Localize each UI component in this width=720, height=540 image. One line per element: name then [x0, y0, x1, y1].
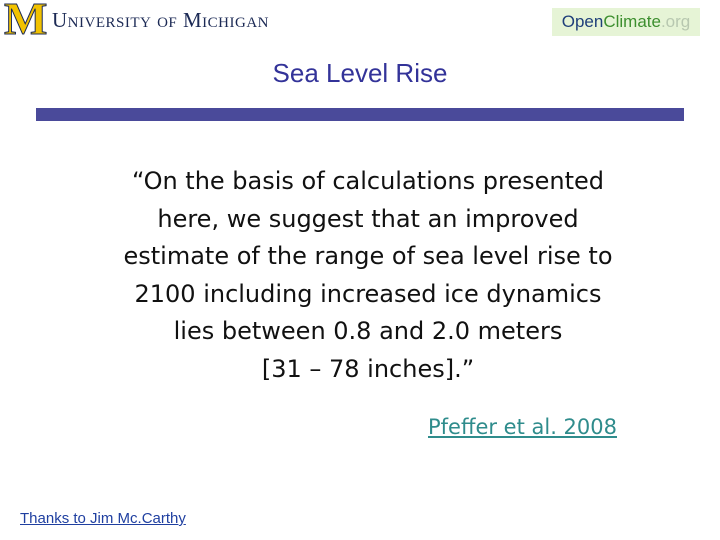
quote-line: [31 – 78 inches].” — [261, 354, 475, 383]
university-name: University of Michigan — [52, 8, 269, 32]
quote-line: 2100 including increased ice dynamics — [134, 279, 602, 308]
quote-line: “On the basis of calculations presented — [131, 167, 605, 195]
brand-logo[interactable]: OpenClimate.org — [552, 8, 700, 36]
brand-part: Open — [561, 12, 604, 31]
slide-title: Sea Level Rise — [272, 58, 448, 88]
logo-mark: M — [3, 0, 48, 44]
citation-link[interactable]: Pfeffer et al. 2008 — [428, 415, 617, 439]
quote-line: here, we suggest that an improved — [157, 204, 579, 233]
footer-link[interactable]: Thanks to Jim Mc.Carthy — [20, 510, 186, 527]
brand-part: Climate — [603, 12, 661, 31]
quote-line: lies between 0.8 and 2.0 meters — [173, 317, 563, 345]
quote: “On the basis of calculations presented h… — [60, 163, 676, 388]
brand-part: .org — [660, 12, 691, 31]
title-bar — [36, 108, 684, 121]
quote-line: estimate of the range of sea level rise … — [123, 242, 613, 270]
